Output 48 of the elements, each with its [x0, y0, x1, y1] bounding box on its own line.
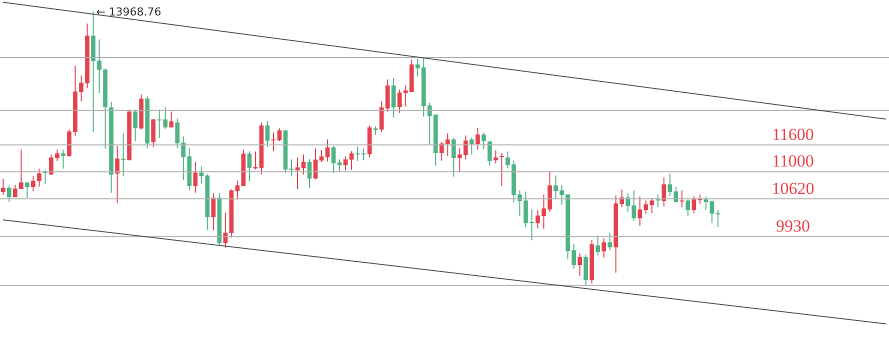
candlestick	[151, 118, 156, 148]
candlestick	[662, 176, 666, 207]
candlestick	[43, 170, 48, 185]
annotation: 9930	[776, 216, 810, 236]
candlestick	[500, 152, 504, 186]
candlestick	[295, 156, 300, 190]
candlestick	[584, 254, 588, 286]
candlestick	[686, 198, 690, 216]
candlestick	[716, 210, 720, 228]
candlestick	[680, 190, 684, 208]
candlestick	[596, 234, 600, 256]
candlestick	[331, 145, 336, 174]
candlestick	[133, 109, 138, 142]
candlestick	[319, 150, 324, 163]
candlestick	[391, 77, 396, 118]
candlestick	[253, 150, 258, 170]
candlestick	[470, 136, 474, 155]
candlestick	[476, 127, 480, 150]
candlestick	[656, 194, 660, 208]
annotation: 11600	[772, 124, 814, 144]
candlestick	[1, 178, 6, 196]
candlestick	[692, 196, 696, 214]
candlestick	[61, 149, 66, 170]
candlestick	[482, 132, 486, 150]
candlestick	[488, 140, 492, 166]
candlestick	[247, 150, 252, 182]
candlestick	[121, 132, 126, 177]
candlestick	[710, 200, 714, 224]
candlestick	[25, 182, 30, 198]
annotation: 11000	[772, 152, 814, 171]
candlestick	[608, 232, 612, 251]
candlestick	[115, 145, 120, 204]
candlestick	[7, 184, 12, 202]
candlestick	[271, 132, 276, 152]
candlestick	[602, 238, 606, 258]
candlestick	[211, 192, 216, 231]
candlestick	[355, 146, 360, 162]
annotation: ← 13968.76	[96, 6, 162, 19]
candlestick	[452, 137, 456, 178]
candlestick	[494, 150, 498, 164]
candlestick	[289, 158, 294, 176]
candlestick	[361, 148, 366, 161]
annotation: 10620	[772, 178, 814, 198]
candlestick	[193, 161, 198, 194]
candlestick	[578, 252, 582, 277]
candlestick	[265, 120, 270, 148]
candlestick	[668, 173, 672, 197]
candlestick	[169, 110, 174, 128]
